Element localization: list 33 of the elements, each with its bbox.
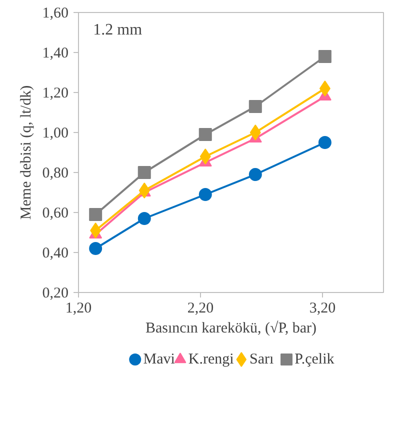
point <box>250 124 261 140</box>
point <box>138 212 151 225</box>
x-axis-title: Basıncın karekökü, (√P, bar) <box>145 320 317 336</box>
point <box>90 222 102 238</box>
y-tick-label: 0,20 <box>42 286 68 302</box>
y-tick-label: 0,40 <box>42 246 68 262</box>
y-tick-label: 0,80 <box>42 166 68 182</box>
point <box>318 136 332 149</box>
y-tick-label: 1,00 <box>42 126 68 142</box>
legend-label: Mavi <box>143 352 175 368</box>
point <box>248 100 262 113</box>
point <box>138 182 150 198</box>
x-tick-label: 1,20 <box>65 300 92 316</box>
point <box>138 166 151 179</box>
point <box>89 208 102 221</box>
point <box>319 80 330 96</box>
legend-label: K.rengi <box>188 352 234 368</box>
y-tick-label: 1,60 <box>42 6 68 22</box>
legend-label: Sarı <box>250 352 274 368</box>
point <box>200 148 211 164</box>
y-tick-label: 1,40 <box>42 46 68 62</box>
point <box>198 188 212 201</box>
y-tick-label: 0,60 <box>42 206 68 222</box>
x-tick-label: 3,20 <box>309 300 336 316</box>
x-tick-label: 2,20 <box>187 300 214 316</box>
y-tick-label: 1,20 <box>42 86 68 102</box>
point <box>198 128 212 141</box>
annotation: 1.2 mm <box>93 22 143 38</box>
point <box>248 168 262 181</box>
point <box>89 242 102 255</box>
point <box>318 50 332 63</box>
y-axis-title: Meme debisi (q, lt/dk) <box>18 85 34 220</box>
legend-label: P.çelik <box>294 352 335 368</box>
